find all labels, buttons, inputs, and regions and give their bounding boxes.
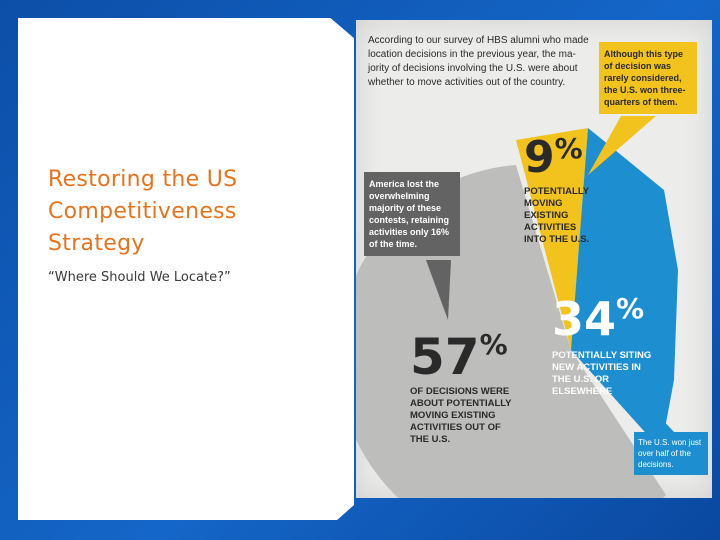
slide-subtitle: “Where Should We Locate?” [48,270,231,285]
big-number-57-pct: % [479,328,508,361]
big-number-9: 9% [524,132,583,183]
slide-card: Restoring the US Competitiveness Strateg… [18,18,354,520]
slice-label-new: POTENTIALLY SITING NEW ACTIVITIES IN THE… [552,350,652,397]
gray-callout-pointer [426,260,451,320]
yellow-callout-pointer [588,116,656,175]
slide-title: Restoring the US Competitiveness Strateg… [48,167,238,256]
intro-text: According to our survey of HBS alumni wh… [368,35,589,88]
blue-callout-pointer [644,400,674,432]
big-number-34-pct: % [616,292,645,325]
gray-callout: America lost the overwhelming majority o… [364,172,460,256]
blue-callout: The U.S. won just over half of the decis… [634,432,708,475]
big-number-34: 34% [552,292,644,346]
big-number-34-value: 34 [552,292,617,346]
slice-label-into: POTENTIALLY MOVING EXISTING ACTIVITIES I… [524,186,590,245]
big-number-57-value: 57 [410,328,480,386]
pie-slice-new [571,128,678,450]
big-number-57: 57% [410,328,508,386]
big-number-9-pct: % [554,132,583,165]
pie-slice-into [516,128,588,350]
big-number-9-value: 9 [524,132,555,183]
yellow-callout: Although this type of decision was rarel… [599,42,697,114]
infographic-photo: According to our survey of HBS alumni wh… [356,20,712,498]
slice-label-out: OF DECISIONS WERE ABOUT POTENTIALLY MOVI… [410,386,512,445]
